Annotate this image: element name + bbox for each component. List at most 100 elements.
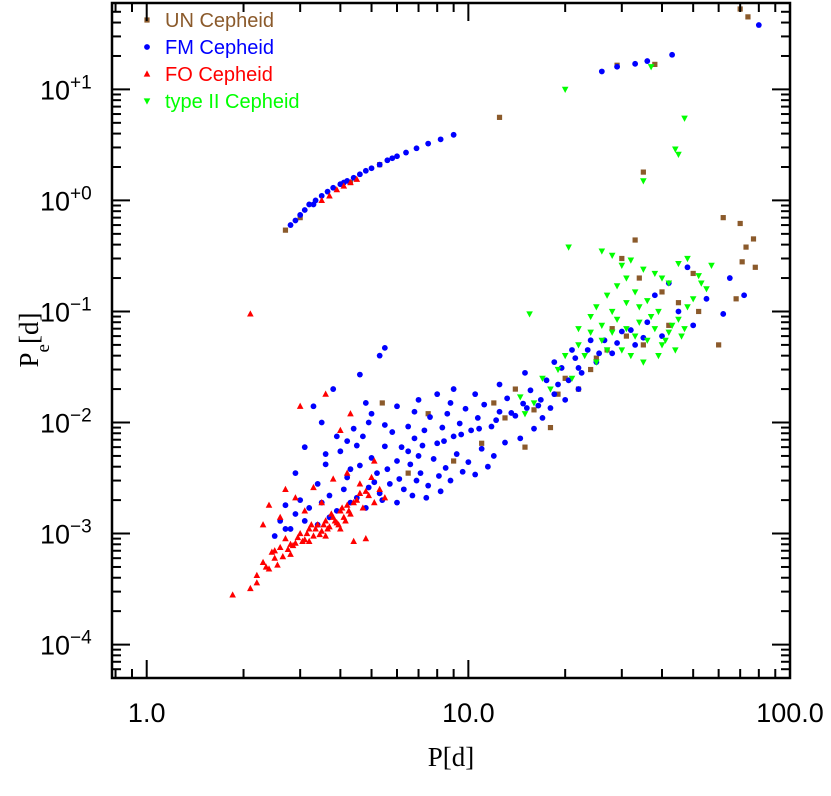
y-tick-label-exponent: −3	[70, 517, 92, 538]
data-point	[436, 473, 442, 479]
data-point	[608, 252, 616, 259]
data-point	[632, 60, 639, 67]
data-point	[271, 547, 279, 554]
y-tick-label-exponent: −4	[70, 628, 92, 649]
data-point	[741, 292, 748, 299]
x-tick-label: 100.0	[756, 698, 824, 728]
data-point	[394, 153, 400, 160]
data-point	[750, 236, 757, 242]
data-point	[434, 440, 441, 447]
data-point	[512, 412, 519, 419]
data-point	[530, 400, 538, 407]
data-point	[703, 286, 710, 293]
data-point	[343, 469, 351, 476]
data-point	[609, 350, 616, 357]
data-point	[632, 341, 639, 348]
data-point	[320, 521, 327, 528]
data-point	[562, 396, 569, 403]
data-point	[276, 513, 284, 520]
data-point	[531, 407, 537, 413]
data-point	[370, 457, 378, 464]
data-point	[368, 410, 375, 417]
data-point	[271, 554, 279, 561]
data-point	[502, 439, 508, 446]
data-point	[322, 461, 329, 468]
data-point	[627, 353, 635, 360]
data-point	[344, 438, 351, 445]
data-point	[434, 391, 441, 398]
data-point	[347, 466, 354, 473]
data-point	[338, 504, 346, 511]
data-point	[651, 292, 658, 299]
data-point	[640, 266, 647, 273]
data-point	[481, 401, 488, 408]
data-point	[743, 244, 749, 250]
data-point	[491, 400, 497, 406]
data-point	[301, 444, 308, 451]
data-point	[535, 402, 542, 409]
data-point	[644, 319, 651, 326]
data-point	[328, 510, 335, 517]
data-point	[353, 442, 360, 449]
data-point	[318, 419, 325, 426]
data-point	[666, 322, 672, 328]
data-point	[662, 337, 669, 344]
data-point	[636, 319, 643, 326]
data-point	[603, 347, 611, 354]
y-tick-label-base: 10	[40, 409, 70, 439]
data-point	[292, 470, 299, 477]
series-fm-cepheid	[271, 22, 762, 539]
data-point	[370, 498, 378, 506]
data-point	[547, 386, 554, 393]
data-point	[598, 337, 606, 344]
data-point	[340, 182, 348, 189]
legend-marker	[143, 98, 151, 105]
data-point	[598, 322, 606, 329]
data-point	[609, 326, 615, 332]
data-point	[386, 480, 393, 487]
y-tick-label: 10+0	[40, 183, 92, 216]
data-point	[347, 410, 354, 417]
x-axis-title: P[d]	[428, 742, 475, 772]
data-point	[362, 535, 370, 542]
data-point	[596, 350, 603, 357]
series-type-ii-cepheid	[516, 64, 715, 418]
legend-label: FM Cepheid	[165, 37, 274, 59]
data-point	[287, 222, 294, 228]
data-point	[297, 497, 304, 504]
data-point	[517, 435, 524, 442]
data-point	[314, 480, 321, 487]
data-point	[561, 86, 569, 94]
data-point	[350, 498, 357, 506]
data-point	[484, 463, 491, 470]
data-point	[413, 145, 420, 152]
data-point	[587, 313, 594, 321]
data-point	[326, 492, 333, 499]
data-point	[310, 201, 317, 208]
data-point	[287, 540, 294, 547]
data-point	[631, 289, 639, 296]
data-point	[745, 14, 751, 20]
data-point	[444, 410, 451, 417]
data-point	[282, 535, 289, 542]
data-point	[562, 375, 568, 381]
y-tick-label-exponent: +1	[70, 72, 92, 93]
legend-item: FO Cepheid	[143, 64, 273, 86]
data-point	[421, 427, 428, 434]
data-point	[739, 259, 745, 265]
data-point	[306, 505, 313, 511]
data-point	[417, 470, 424, 477]
data-point	[488, 423, 495, 430]
data-point	[301, 517, 308, 524]
data-point	[703, 295, 710, 302]
data-point	[726, 275, 733, 281]
data-point	[441, 438, 447, 445]
data-point	[490, 453, 497, 459]
data-point	[371, 479, 378, 486]
data-point	[394, 499, 400, 506]
data-point	[587, 337, 594, 344]
data-point	[588, 366, 594, 373]
data-point	[647, 313, 655, 321]
data-point	[324, 525, 331, 532]
